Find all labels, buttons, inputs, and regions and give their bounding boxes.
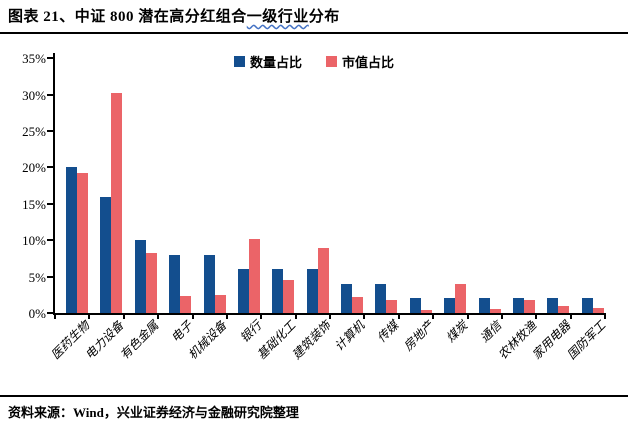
y-axis-tick: [47, 93, 53, 96]
y-axis-tick: [47, 239, 53, 242]
bar-mcap-share: [180, 296, 191, 313]
bar-mcap-share: [111, 93, 122, 313]
x-axis-category-label: 煤炭: [443, 318, 471, 346]
bar-mcap-share: [421, 310, 432, 313]
bar-mcap-share: [352, 297, 363, 313]
x-axis-tick: [329, 315, 331, 319]
legend-label-count-share: 数量占比: [249, 54, 302, 70]
y-axis-tick-label: 5%: [28, 269, 46, 285]
bar-count-share: [272, 269, 283, 313]
chart-legend: 数量占比 市值占比: [0, 52, 628, 70]
bar-mcap-share: [524, 300, 535, 313]
x-axis-category-label: 银行: [237, 318, 265, 346]
x-axis-category-label: 电子: [168, 318, 196, 346]
y-axis-tick-label: 25%: [22, 124, 46, 140]
legend-item-count-share: 数量占比: [233, 52, 302, 71]
bar-count-share: [547, 298, 558, 313]
x-axis-tick: [122, 315, 125, 319]
legend-item-mcap-share: 市值占比: [326, 52, 394, 71]
bar-count-share: [238, 269, 249, 313]
figure-title-suffix: 分布: [308, 9, 340, 25]
x-axis-tick: [157, 315, 160, 319]
y-axis-tick: [47, 312, 53, 314]
bar-count-share: [513, 298, 524, 313]
bar-count-share: [169, 255, 180, 313]
y-axis-tick: [47, 130, 53, 133]
x-axis-tick: [191, 315, 194, 319]
figure-title: 图表 21、中证 800 潜在高分红组合一级行业分布: [8, 5, 340, 26]
y-axis-tick-label: 15%: [22, 196, 46, 212]
y-axis-tick-label: 35%: [22, 51, 46, 67]
x-axis-tick: [604, 315, 606, 319]
x-axis-tick: [500, 315, 503, 319]
bar-count-share: [100, 197, 111, 313]
bar-count-share: [582, 298, 593, 313]
bar-mcap-share: [386, 300, 397, 313]
x-axis-category-label: 通信: [477, 318, 505, 346]
x-axis-tick: [225, 315, 228, 319]
bar-count-share: [135, 240, 146, 313]
y-axis-tick: [47, 57, 53, 60]
x-axis-tick: [466, 315, 469, 319]
bar-mcap-share: [558, 306, 569, 313]
title-divider-line: [0, 32, 628, 34]
figure-title-prefix: 图表 21、中证 800 潜在高分红组合: [8, 9, 247, 25]
x-axis-tick: [88, 315, 91, 319]
bar-mcap-share: [490, 309, 501, 313]
x-axis-tick: [363, 315, 366, 319]
bar-count-share: [410, 298, 421, 313]
bar-mcap-share: [283, 280, 294, 313]
y-axis-tick: [47, 202, 53, 205]
bar-mcap-share: [455, 284, 466, 313]
x-axis-category-label: 计算机: [331, 318, 368, 354]
y-axis-line: [53, 53, 55, 315]
bar-count-share: [444, 298, 455, 313]
bar-count-share: [479, 298, 490, 313]
bar-count-share: [307, 269, 318, 313]
bar-count-share: [375, 284, 386, 313]
bar-mcap-share: [593, 308, 604, 313]
x-axis-tick: [535, 315, 538, 319]
x-axis-line: [53, 313, 606, 315]
y-axis-tick-label: 10%: [22, 233, 46, 249]
x-axis-tick: [260, 315, 263, 319]
x-axis-category-label: 传媒: [374, 318, 402, 346]
legend-label-mcap-share: 市值占比: [342, 54, 395, 70]
x-axis-category-label: 房地产: [400, 318, 436, 354]
bar-mcap-share: [318, 248, 329, 313]
legend-swatch-blue-icon: [233, 55, 245, 67]
y-axis-tick-label: 0%: [28, 306, 46, 321]
legend-swatch-red-icon: [326, 55, 337, 67]
bar-mcap-share: [215, 295, 226, 313]
bar-mcap-share: [77, 173, 88, 313]
source-note: 资料来源：Wind，兴业证券经济与金融研究院整理: [8, 405, 299, 420]
x-axis-tick: [54, 315, 56, 319]
bar-mcap-share: [249, 239, 260, 313]
y-axis-tick: [47, 166, 53, 169]
bar-count-share: [341, 284, 352, 313]
bar-count-share: [204, 255, 215, 313]
bar-count-share: [66, 167, 77, 313]
x-axis-tick: [294, 315, 297, 319]
y-axis-tick-label: 30%: [22, 87, 46, 103]
x-axis-tick: [569, 315, 572, 319]
y-axis-tick: [47, 275, 53, 278]
footer-divider-line: [0, 395, 628, 397]
bar-mcap-share: [146, 253, 157, 313]
x-axis-tick: [397, 315, 400, 319]
x-axis-tick: [432, 315, 435, 319]
figure-title-wavy-text: 一级行业: [246, 9, 309, 25]
y-axis-tick-label: 20%: [22, 160, 46, 176]
